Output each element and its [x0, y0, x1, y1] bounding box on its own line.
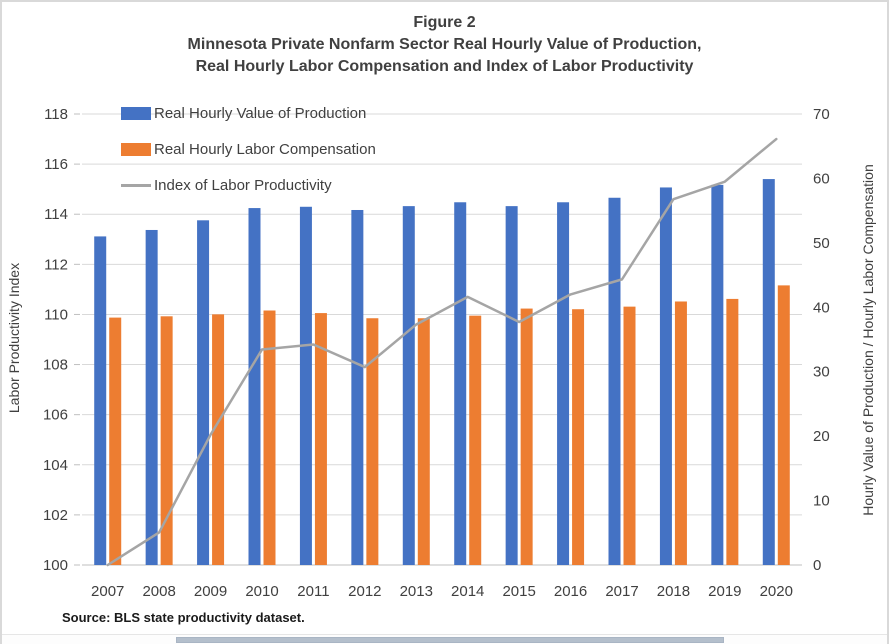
bar-real-hourly-labor-compensation: [572, 309, 585, 565]
left-axis-tick-label: 108: [43, 357, 68, 374]
bar-real-hourly-labor-compensation: [520, 308, 533, 565]
right-axis-tick-label: 70: [813, 106, 830, 123]
x-axis-tick-label: 2020: [760, 583, 793, 600]
bar-real-hourly-labor-compensation: [417, 318, 430, 565]
bar-real-hourly-value-of-production: [659, 187, 672, 565]
bar-real-hourly-labor-compensation: [314, 313, 327, 565]
bar-real-hourly-value-of-production: [557, 202, 570, 565]
bar-real-hourly-value-of-production: [197, 220, 210, 566]
figure-number: Figure 2: [413, 14, 476, 31]
left-axis-tick-label: 116: [44, 156, 68, 173]
bar-real-hourly-value-of-production: [711, 184, 724, 565]
right-axis-title: Hourly Value of Production / Hourly Labo…: [860, 164, 876, 516]
gray-line-swatch: [121, 183, 151, 187]
bar-real-hourly-labor-compensation: [212, 314, 225, 565]
chart-title-line-3: Real Hourly Labor Compensation and Index…: [195, 58, 694, 75]
right-axis-tick-label: 0: [813, 557, 821, 574]
left-axis-tick-label: 110: [44, 306, 68, 323]
x-axis-tick-label: 2008: [142, 583, 175, 600]
x-axis-tick-label: 2013: [400, 583, 433, 600]
bar-real-hourly-labor-compensation: [263, 310, 276, 565]
bar-real-hourly-value-of-production: [454, 202, 467, 565]
bar-real-hourly-labor-compensation: [366, 318, 379, 565]
blue-bar-swatch: [121, 106, 151, 120]
left-axis-tick-label: 104: [43, 457, 68, 474]
bar-real-hourly-value-of-production: [351, 209, 364, 565]
left-axis-tick-label: 118: [44, 106, 68, 123]
bar-real-hourly-value-of-production: [94, 236, 107, 565]
left-axis-tick-label: 106: [43, 407, 68, 424]
x-axis-tick-label: 2014: [451, 583, 484, 600]
x-axis-tick-label: 2016: [554, 583, 587, 600]
x-axis-tick-label: 2018: [657, 583, 690, 600]
legend-item-labor-compensation: Real Hourly Labor Compensation: [121, 131, 376, 167]
productivity-index-line: [106, 137, 778, 567]
legend-label: Real Hourly Labor Compensation: [154, 140, 376, 158]
legend-item-value-of-production: Real Hourly Value of Production: [121, 95, 376, 131]
bar-real-hourly-value-of-production: [145, 229, 158, 565]
left-axis-title: Labor Productivity Index: [6, 262, 22, 414]
x-axis-tick-label: 2017: [605, 583, 638, 600]
x-axis-tick-label: 2011: [297, 583, 329, 600]
legend-item-productivity-index: Index of Labor Productivity: [121, 167, 376, 203]
right-axis-tick-label: 60: [813, 170, 830, 187]
legend-label: Index of Labor Productivity: [154, 176, 332, 194]
bar-real-hourly-labor-compensation: [160, 316, 173, 565]
bar-real-hourly-labor-compensation: [109, 317, 122, 565]
legend-label: Real Hourly Value of Production: [154, 104, 367, 122]
bar-real-hourly-labor-compensation: [777, 285, 790, 565]
source-note: Source: BLS state productivity dataset.: [62, 610, 305, 625]
orange-bar-swatch: [121, 142, 151, 156]
horizontal-scrollbar-thumb[interactable]: [176, 637, 724, 643]
bar-real-hourly-labor-compensation: [623, 306, 636, 565]
bar-real-hourly-labor-compensation: [469, 315, 482, 565]
chart-title: Figure 2 Minnesota Private Nonfarm Secto…: [2, 12, 887, 78]
bar-real-hourly-labor-compensation: [726, 298, 739, 565]
right-axis-tick-label: 40: [813, 299, 830, 316]
x-axis-tick-label: 2012: [348, 583, 381, 600]
bar-real-hourly-labor-compensation: [674, 301, 687, 565]
bar-real-hourly-value-of-production: [299, 206, 312, 565]
legend: Real Hourly Value of Production Real Hou…: [121, 95, 376, 203]
bar-real-hourly-value-of-production: [248, 208, 261, 565]
bar-real-hourly-value-of-production: [608, 197, 621, 565]
right-axis-tick-label: 50: [813, 235, 830, 252]
bar-real-hourly-value-of-production: [505, 206, 518, 565]
x-axis-tick-label: 2019: [708, 583, 741, 600]
bar-real-hourly-value-of-production: [762, 179, 775, 565]
left-axis-tick-label: 112: [44, 256, 68, 273]
right-axis-tick-label: 30: [813, 364, 830, 381]
x-axis-tick-label: 2007: [91, 583, 124, 600]
chart-title-line-2: Minnesota Private Nonfarm Sector Real Ho…: [187, 36, 702, 53]
horizontal-scrollbar[interactable]: [2, 634, 887, 644]
left-axis-tick-label: 100: [43, 557, 68, 574]
x-axis-tick-label: 2009: [194, 583, 227, 600]
right-axis-tick-label: 10: [813, 493, 830, 510]
left-axis-tick-label: 102: [43, 507, 68, 524]
left-axis-tick-label: 114: [44, 206, 68, 223]
right-axis-tick-label: 20: [813, 428, 830, 445]
bar-real-hourly-value-of-production: [402, 206, 415, 565]
x-axis-tick-label: 2015: [502, 583, 535, 600]
x-axis-tick-label: 2010: [245, 583, 278, 600]
